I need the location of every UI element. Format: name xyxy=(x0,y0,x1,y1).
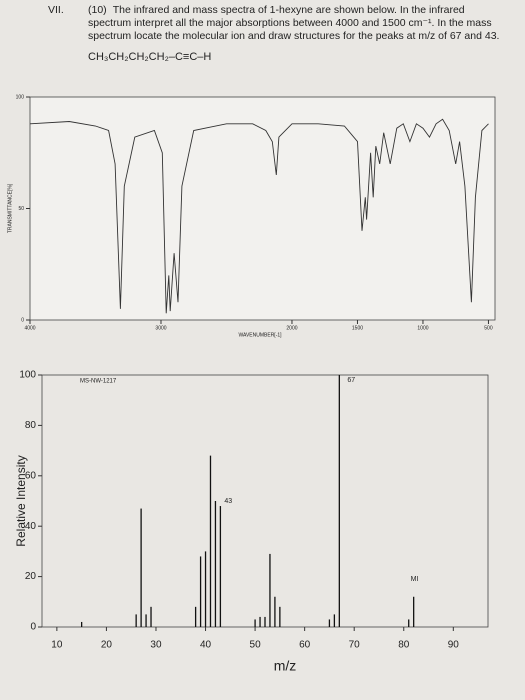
plot-frame xyxy=(41,374,489,628)
annotation: MI xyxy=(411,576,419,583)
y-tick-label: 40 xyxy=(25,521,37,532)
y-axis-label: Relative Intensity xyxy=(14,455,28,546)
y-tick-label: 60 xyxy=(25,470,37,481)
points: (10) xyxy=(88,4,107,16)
y-tick-label: 80 xyxy=(25,420,37,431)
y-tick-label: 20 xyxy=(25,571,37,582)
x-tick-label: 50 xyxy=(250,640,262,651)
x-tick-label: 500 xyxy=(484,325,493,331)
x-tick-label: 90 xyxy=(448,640,460,651)
y-tick-label: 50 xyxy=(18,206,24,212)
x-tick-label: 1500 xyxy=(352,325,363,331)
x-tick-label: 1000 xyxy=(417,325,428,331)
question-number: VII. xyxy=(48,4,64,16)
annotation: 43 xyxy=(224,498,232,505)
ir-trace xyxy=(29,118,489,314)
x-tick-label: 4000 xyxy=(24,325,35,331)
y-tick-label: 0 xyxy=(30,622,36,633)
question-text: The infrared and mass spectra of 1-hexyn… xyxy=(88,4,500,42)
y-tick-label: 100 xyxy=(16,94,25,100)
spectrum-code: MS-NW-1217 xyxy=(80,379,117,385)
y-axis-label: TRANSMITTANCE[%] xyxy=(7,183,13,233)
x-axis-label: WAVENUMBER[-1] xyxy=(238,332,282,338)
x-tick-label: 30 xyxy=(150,640,162,651)
y-tick-label: 100 xyxy=(19,370,36,381)
question: VII. (10) The infrared and mass spectra o… xyxy=(48,4,500,64)
x-axis-label: m/z xyxy=(274,658,297,674)
x-tick-label: 70 xyxy=(349,640,361,651)
plot-frame xyxy=(29,96,496,321)
x-tick-label: 20 xyxy=(101,640,113,651)
annotation: 67 xyxy=(347,377,355,384)
x-tick-label: 2000 xyxy=(286,325,297,331)
x-tick-label: 10 xyxy=(51,640,63,651)
x-tick-label: 40 xyxy=(200,640,212,651)
formula: CH₃CH₂CH₂CH₂–C≡C–H xyxy=(88,51,212,63)
x-tick-label: 3000 xyxy=(155,325,166,331)
question-body: (10) The infrared and mass spectra of 1-h… xyxy=(88,4,500,43)
x-tick-label: 80 xyxy=(398,640,410,651)
x-tick-label: 60 xyxy=(299,640,311,651)
y-tick-label: 0 xyxy=(21,317,24,323)
